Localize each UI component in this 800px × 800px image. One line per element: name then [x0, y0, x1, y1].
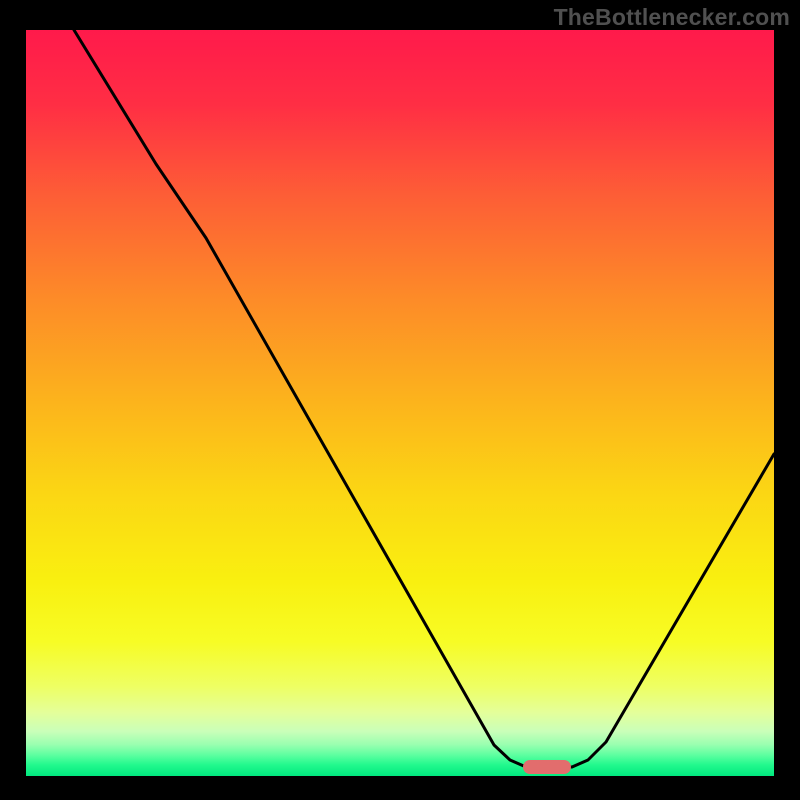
optimal-marker [523, 760, 571, 774]
bottleneck-curve [26, 30, 774, 776]
chart-stage: TheBottlenecker.com [0, 0, 800, 800]
curve-path [74, 30, 774, 767]
attribution-text: TheBottlenecker.com [544, 0, 800, 33]
plot-area [26, 30, 774, 776]
